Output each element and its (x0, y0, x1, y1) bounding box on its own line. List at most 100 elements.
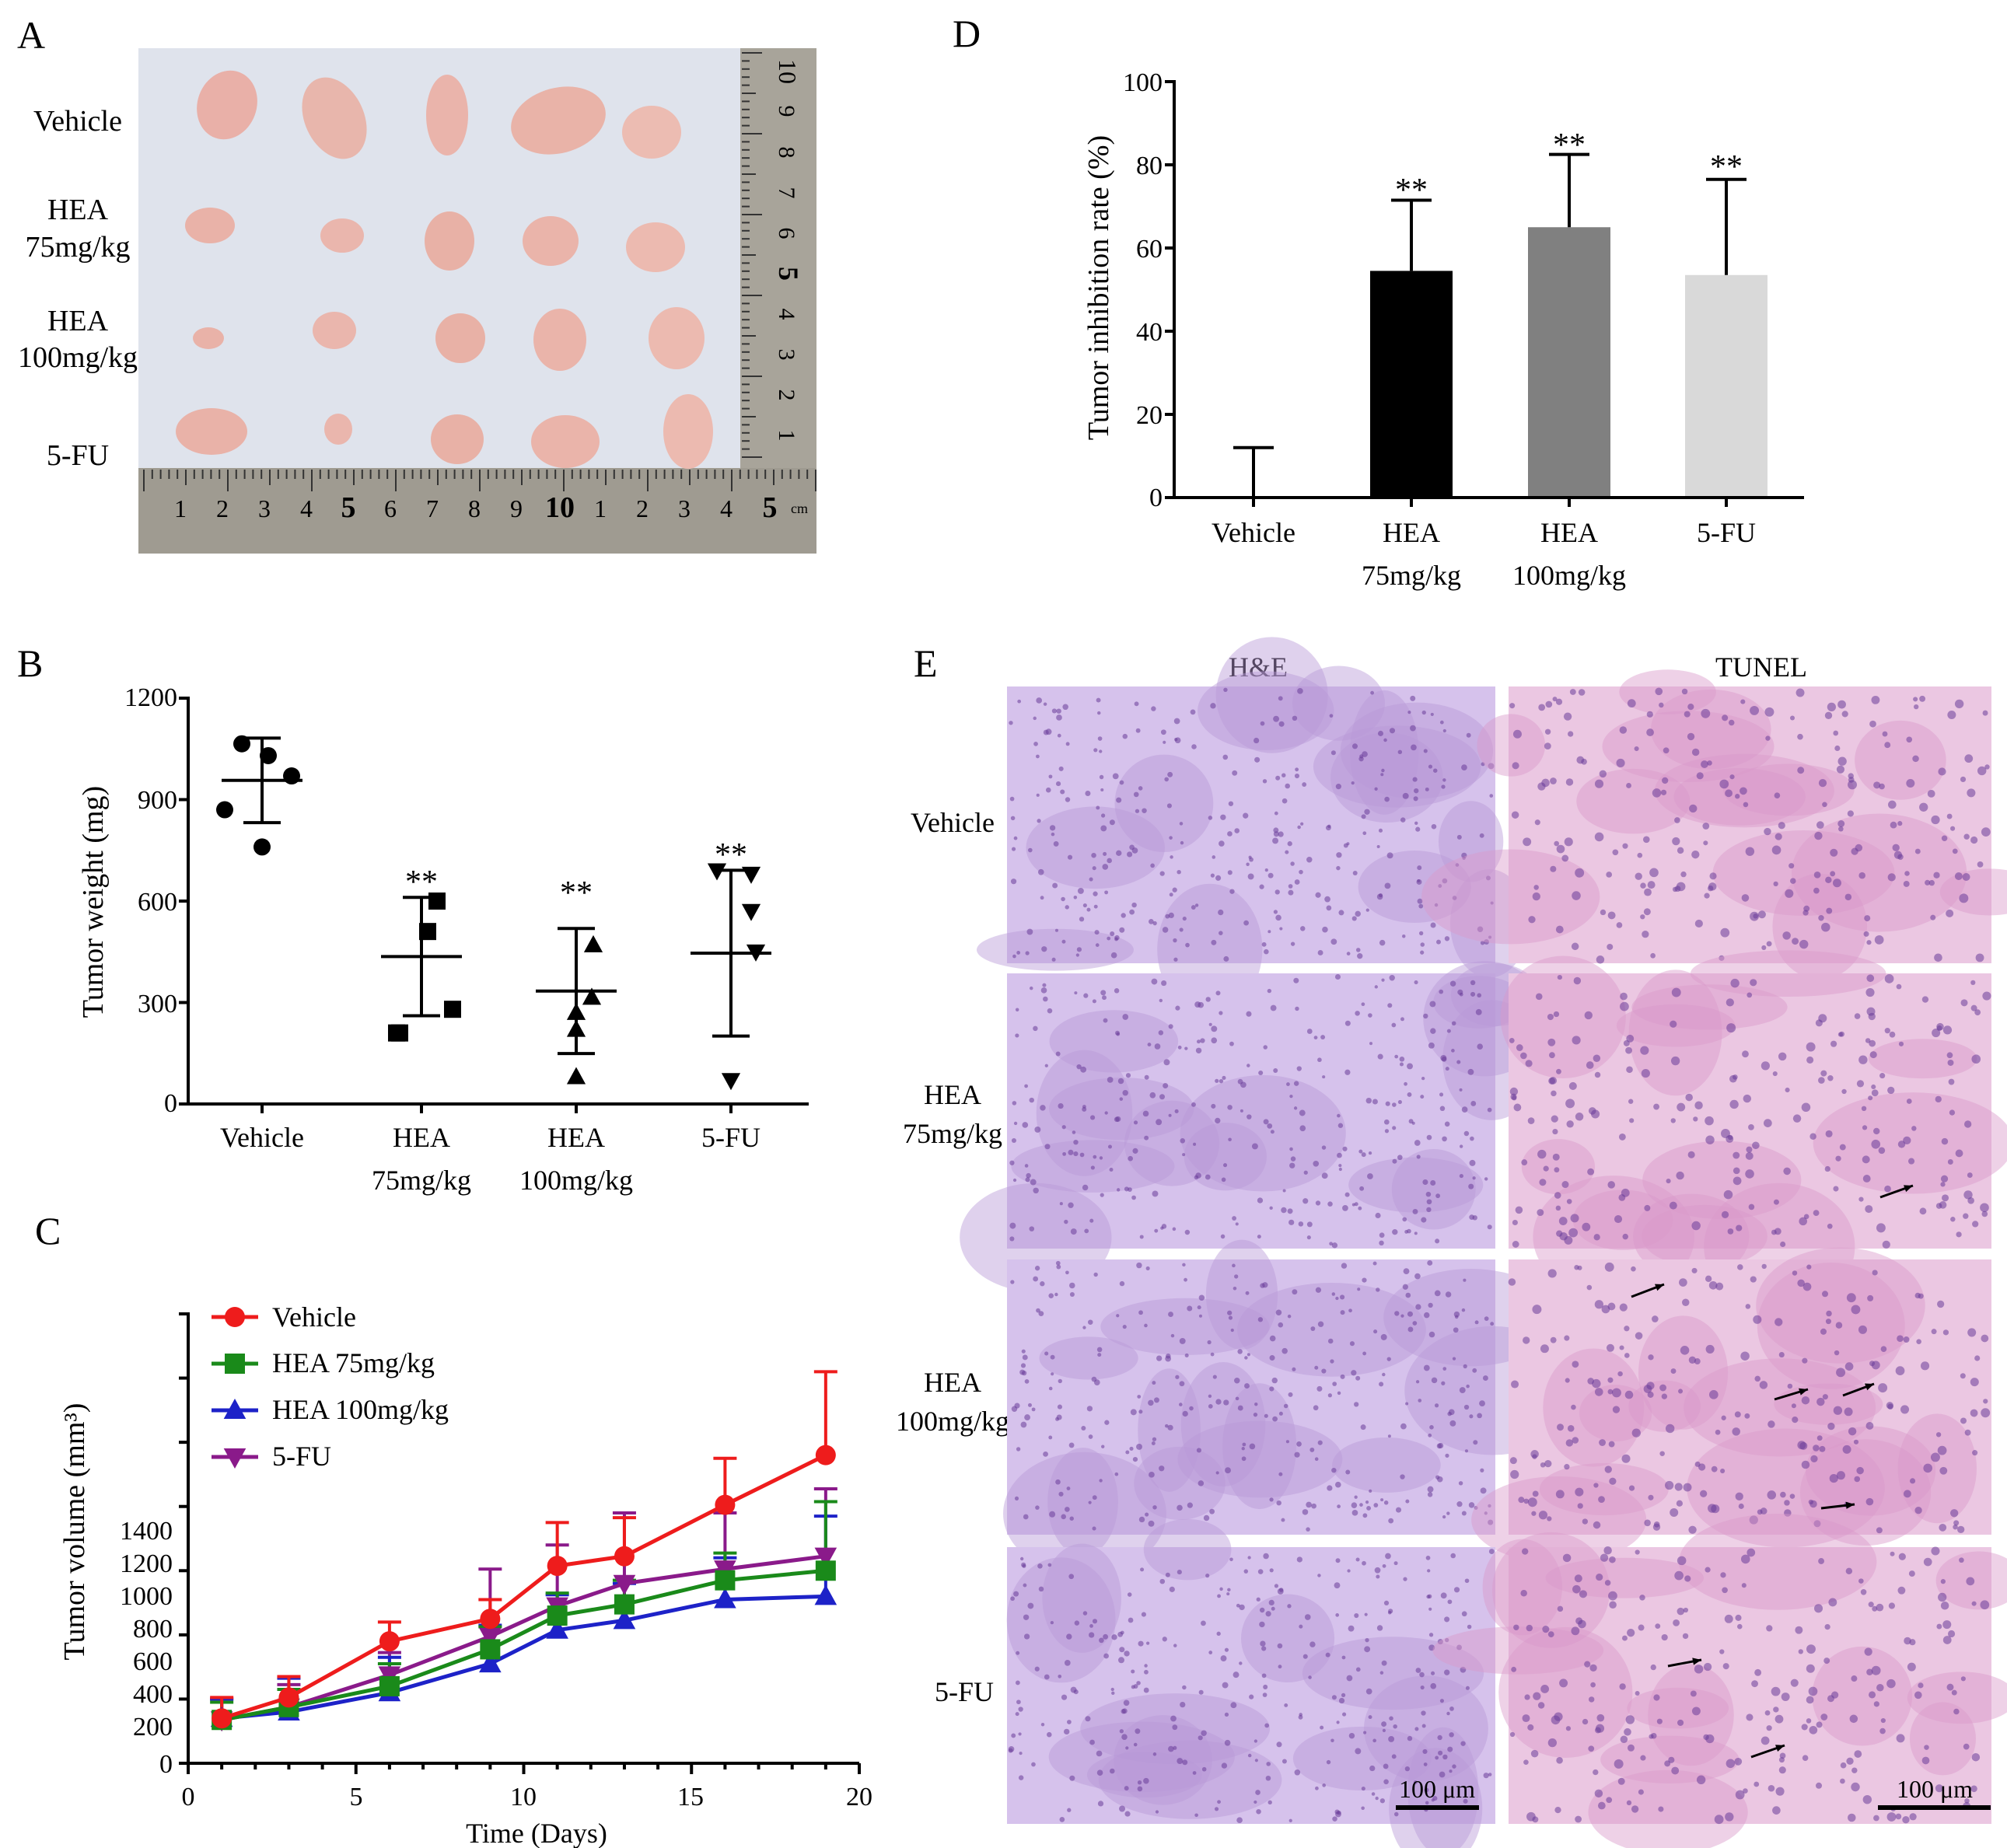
cell-nucleus (1606, 1797, 1613, 1804)
cell-nucleus (1691, 1221, 1701, 1231)
cell-nucleus (1040, 896, 1044, 900)
cell-nucleus (1948, 1078, 1955, 1085)
cell-nucleus (1906, 1099, 1912, 1104)
cell-nucleus (1009, 721, 1013, 725)
panel-c-letter: C (35, 1209, 61, 1252)
cell-nucleus (1289, 1162, 1295, 1169)
cell-nucleus (1115, 1030, 1120, 1036)
cell-nucleus (1241, 1447, 1245, 1451)
cell-nucleus (1210, 873, 1215, 878)
cell-nucleus (1468, 1183, 1474, 1189)
cell-nucleus (1179, 927, 1184, 932)
cell-nucleus (1858, 1055, 1868, 1064)
cell-nucleus (1851, 1782, 1860, 1792)
cell-nucleus (1013, 1591, 1019, 1597)
cell-nucleus (1276, 1500, 1281, 1506)
cell-nucleus (1096, 1750, 1103, 1757)
cell-nucleus (1246, 862, 1250, 866)
tissue-region (1712, 830, 1895, 916)
cell-nucleus (1119, 780, 1124, 785)
cell-nucleus (1428, 1433, 1432, 1438)
cell-nucleus (1092, 999, 1096, 1004)
cell-nucleus (1416, 879, 1422, 885)
cell-nucleus (1012, 1101, 1017, 1106)
cell-nucleus (1162, 927, 1169, 933)
cell-nucleus (1010, 1280, 1015, 1284)
panel-d-letter: D (953, 12, 981, 55)
cell-nucleus (1936, 1025, 1942, 1032)
cell-nucleus (1792, 1417, 1799, 1424)
cell-nucleus (1049, 825, 1056, 831)
cell-nucleus (1723, 1189, 1733, 1200)
cell-nucleus (1065, 1270, 1069, 1275)
cell-nucleus (1858, 1196, 1864, 1202)
cell-nucleus (1025, 1177, 1030, 1183)
cell-nucleus (1484, 1316, 1489, 1322)
cell-nucleus (1351, 1502, 1358, 1508)
cell-nucleus (1299, 1109, 1306, 1116)
cell-nucleus (1167, 771, 1173, 777)
cell-nucleus (1177, 1045, 1182, 1050)
data-point (583, 934, 603, 952)
cell-nucleus (1670, 1020, 1677, 1028)
cell-nucleus (1600, 909, 1607, 916)
cell-nucleus (1587, 1168, 1595, 1176)
cell-nucleus (1212, 855, 1216, 859)
cell-nucleus (1732, 1427, 1740, 1436)
cell-nucleus (1913, 697, 1918, 702)
cell-nucleus (1459, 1144, 1463, 1148)
cell-nucleus (1687, 1151, 1695, 1158)
cell-nucleus (1260, 1640, 1266, 1647)
panel-a-letter: A (17, 13, 45, 57)
cell-nucleus (1061, 896, 1065, 902)
cell-nucleus (1184, 1277, 1187, 1282)
cell-nucleus (1061, 939, 1066, 944)
cell-nucleus (1298, 1221, 1304, 1227)
x-tick-label: 100mg/kg (1512, 560, 1626, 591)
cell-nucleus (1564, 1464, 1570, 1470)
cell-nucleus (1522, 1548, 1529, 1555)
cell-nucleus (1676, 882, 1686, 892)
ruler-label: 1 (594, 494, 607, 522)
cell-nucleus (1513, 1624, 1519, 1631)
cell-nucleus (1244, 1356, 1248, 1360)
tumor-specimen (197, 70, 257, 140)
y-tick-label: 1400 (120, 1517, 173, 1546)
data-point (480, 1609, 501, 1630)
tissue-region (1813, 1092, 2007, 1194)
cell-nucleus (1622, 1233, 1628, 1240)
cell-nucleus (1721, 1415, 1726, 1420)
cell-nucleus (1783, 1167, 1791, 1176)
ruler-label: 2 (216, 494, 229, 522)
cell-nucleus (1162, 1637, 1167, 1642)
cell-nucleus (1797, 1279, 1805, 1287)
y-tick-label: 100 (1123, 68, 1163, 97)
cell-nucleus (1949, 1509, 1959, 1518)
cell-nucleus (1729, 1099, 1739, 1109)
cell-nucleus (1247, 1556, 1251, 1560)
cell-nucleus (1253, 1413, 1258, 1417)
cell-nucleus (1684, 711, 1691, 718)
cell-nucleus (1144, 1669, 1149, 1675)
cell-nucleus (1572, 1437, 1579, 1444)
cell-nucleus (1778, 1757, 1785, 1763)
cell-nucleus (1294, 879, 1300, 885)
cell-nucleus (1487, 1224, 1492, 1230)
cell-nucleus (1760, 1736, 1770, 1745)
cell-nucleus (1182, 1263, 1186, 1267)
cell-nucleus (1067, 1720, 1072, 1724)
cell-nucleus (1033, 716, 1037, 721)
cell-nucleus (1931, 1546, 1940, 1556)
cell-nucleus (1102, 864, 1109, 870)
cell-nucleus (1939, 1201, 1947, 1209)
cell-nucleus (1191, 744, 1197, 749)
cell-nucleus (1296, 1066, 1302, 1071)
cell-nucleus (1544, 742, 1551, 750)
cell-nucleus (1100, 990, 1107, 996)
cell-nucleus (1479, 1400, 1485, 1407)
cell-nucleus (1653, 1103, 1659, 1110)
cell-nucleus (1771, 845, 1781, 855)
cell-nucleus (1327, 1338, 1334, 1344)
cell-nucleus (1621, 1635, 1628, 1641)
cell-nucleus (1447, 1411, 1452, 1417)
